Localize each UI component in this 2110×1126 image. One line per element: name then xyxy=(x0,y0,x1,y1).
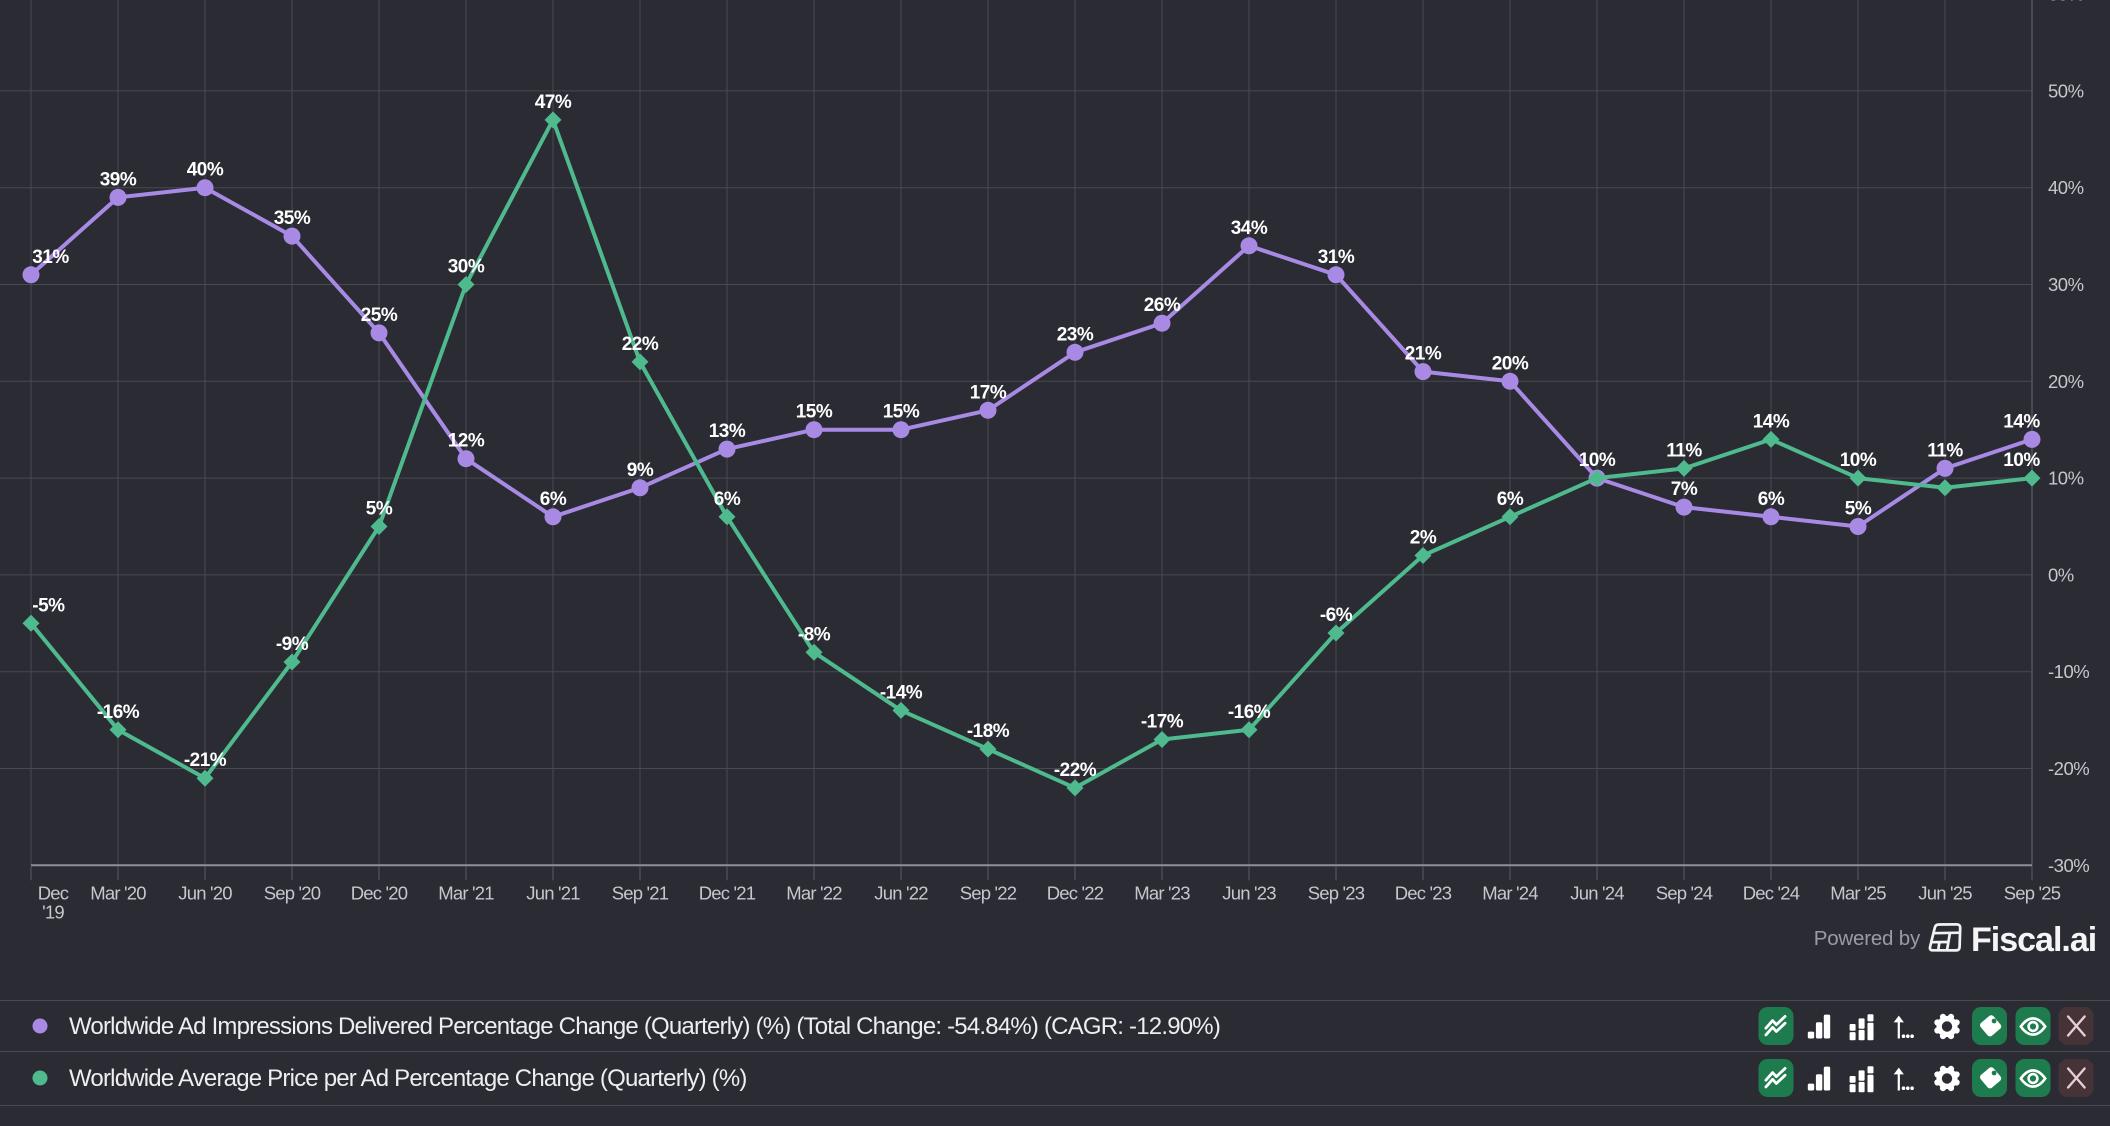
svg-text:Worldwide Average Price per Ad: Worldwide Average Price per Ad Percentag… xyxy=(69,1065,747,1092)
svg-text:Jun '24: Jun '24 xyxy=(1570,883,1624,904)
svg-text:10%: 10% xyxy=(1579,450,1616,471)
svg-text:11%: 11% xyxy=(1927,440,1963,461)
svg-text:Worldwide Ad Impressions Deliv: Worldwide Ad Impressions Delivered Perce… xyxy=(69,1013,1220,1040)
svg-text:Jun '21: Jun '21 xyxy=(526,883,580,904)
svg-text:9%: 9% xyxy=(627,460,654,481)
svg-text:14%: 14% xyxy=(1753,411,1790,432)
svg-text:-6%: -6% xyxy=(1320,605,1353,626)
svg-text:15%: 15% xyxy=(883,402,920,423)
svg-text:26%: 26% xyxy=(1144,295,1181,316)
svg-text:60%: 60% xyxy=(2048,0,2084,5)
svg-text:13%: 13% xyxy=(709,421,746,442)
svg-text:-5%: -5% xyxy=(32,595,65,616)
svg-text:-10%: -10% xyxy=(2048,661,2089,682)
svg-text:7%: 7% xyxy=(1671,479,1698,500)
svg-text:47%: 47% xyxy=(535,92,572,113)
svg-text:0%: 0% xyxy=(2048,564,2074,585)
svg-text:Dec '21: Dec '21 xyxy=(699,883,756,904)
svg-text:-22%: -22% xyxy=(1054,760,1097,781)
svg-text:-8%: -8% xyxy=(798,624,831,645)
svg-text:-20%: -20% xyxy=(2048,758,2089,779)
svg-text:Mar '23: Mar '23 xyxy=(1134,883,1190,904)
svg-text:10%: 10% xyxy=(2003,450,2040,471)
svg-text:30%: 30% xyxy=(2048,274,2084,295)
svg-text:-16%: -16% xyxy=(97,702,140,723)
svg-text:-30%: -30% xyxy=(2048,855,2089,876)
svg-text:-17%: -17% xyxy=(1141,712,1184,733)
svg-text:34%: 34% xyxy=(1231,218,1268,239)
svg-text:Sep '22: Sep '22 xyxy=(960,883,1017,904)
svg-text:39%: 39% xyxy=(100,169,137,190)
svg-text:Sep '23: Sep '23 xyxy=(1308,883,1365,904)
svg-text:23%: 23% xyxy=(1057,324,1094,345)
svg-text:35%: 35% xyxy=(274,208,311,229)
svg-text:'19: '19 xyxy=(42,902,64,923)
svg-text:10%: 10% xyxy=(1840,450,1877,471)
svg-text:Jun '25: Jun '25 xyxy=(1918,883,1972,904)
svg-text:Dec: Dec xyxy=(38,883,69,904)
svg-text:-16%: -16% xyxy=(1228,702,1271,723)
svg-text:25%: 25% xyxy=(361,305,398,326)
svg-text:Sep '25: Sep '25 xyxy=(2004,883,2061,904)
svg-text:6%: 6% xyxy=(540,489,567,510)
svg-text:Jun '23: Jun '23 xyxy=(1222,883,1276,904)
svg-text:40%: 40% xyxy=(187,160,224,181)
svg-text:12%: 12% xyxy=(448,431,485,452)
svg-text:20%: 20% xyxy=(1492,353,1529,374)
svg-text:Fiscal.ai: Fiscal.ai xyxy=(1971,921,2096,959)
svg-text:31%: 31% xyxy=(1318,247,1355,268)
svg-text:Jun '22: Jun '22 xyxy=(874,883,928,904)
svg-text:Mar '21: Mar '21 xyxy=(438,883,494,904)
svg-text:10%: 10% xyxy=(2048,468,2084,489)
svg-text:Mar '24: Mar '24 xyxy=(1482,883,1538,904)
svg-text:Dec '22: Dec '22 xyxy=(1047,883,1104,904)
svg-text:15%: 15% xyxy=(796,402,833,423)
svg-text:17%: 17% xyxy=(970,382,1007,403)
svg-text:Dec '20: Dec '20 xyxy=(351,883,408,904)
svg-text:6%: 6% xyxy=(714,489,741,510)
svg-text:Sep '24: Sep '24 xyxy=(1656,883,1713,904)
svg-text:-9%: -9% xyxy=(276,634,309,655)
svg-text:Dec '24: Dec '24 xyxy=(1743,883,1800,904)
svg-text:2%: 2% xyxy=(1410,528,1437,549)
svg-text:5%: 5% xyxy=(366,499,393,520)
svg-text:5%: 5% xyxy=(1845,499,1872,520)
svg-text:-14%: -14% xyxy=(880,682,923,703)
svg-text:20%: 20% xyxy=(2048,371,2084,392)
svg-text:31%: 31% xyxy=(32,247,69,268)
svg-text:-21%: -21% xyxy=(184,750,227,771)
svg-text:-18%: -18% xyxy=(967,721,1010,742)
svg-text:Mar '25: Mar '25 xyxy=(1830,883,1886,904)
svg-text:40%: 40% xyxy=(2048,177,2084,198)
svg-text:Mar '22: Mar '22 xyxy=(786,883,842,904)
svg-text:21%: 21% xyxy=(1405,344,1442,365)
svg-text:Dec '23: Dec '23 xyxy=(1395,883,1452,904)
svg-text:11%: 11% xyxy=(1666,440,1702,461)
svg-text:22%: 22% xyxy=(622,334,659,355)
svg-text:50%: 50% xyxy=(2048,80,2084,101)
svg-text:30%: 30% xyxy=(448,257,485,278)
svg-text:Mar '20: Mar '20 xyxy=(90,883,146,904)
svg-text:Sep '20: Sep '20 xyxy=(264,883,321,904)
svg-text:Powered by: Powered by xyxy=(1814,927,1921,950)
svg-text:Jun '20: Jun '20 xyxy=(178,883,232,904)
svg-text:14%: 14% xyxy=(2003,411,2040,432)
svg-text:Sep '21: Sep '21 xyxy=(612,883,669,904)
svg-text:6%: 6% xyxy=(1758,489,1785,510)
svg-text:6%: 6% xyxy=(1497,489,1524,510)
